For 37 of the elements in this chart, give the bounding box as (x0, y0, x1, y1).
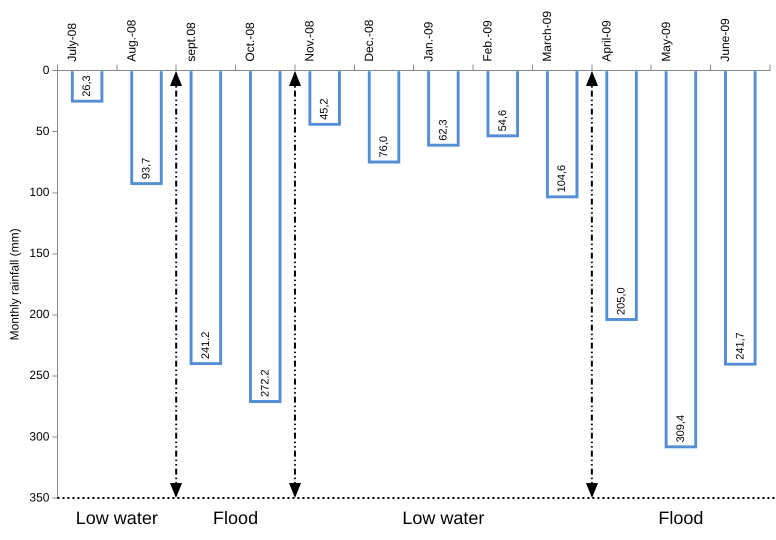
text: Low water (76, 508, 158, 528)
x-tick-label: sept.08 (184, 22, 198, 62)
x-tick-label: Jan.-09 (421, 21, 436, 62)
x-tick-label: Aug.-08 (124, 19, 138, 62)
data-label: 45,2 (318, 98, 331, 120)
data-label: 54,6 (496, 110, 509, 132)
text: Low water (402, 508, 484, 528)
y-tick-label: 0 (42, 62, 50, 77)
y-tick-label: 150 (29, 246, 50, 260)
y-tick-label: 100 (29, 185, 50, 200)
data-label: 241.2 (200, 332, 212, 360)
data-label: 26,3 (81, 75, 94, 97)
y-tick-label: 250 (29, 368, 50, 382)
y-tick-label: 300 (29, 429, 50, 444)
y-tick-label: 50 (36, 124, 50, 138)
y-tick-label: 350 (29, 490, 50, 504)
data-label: 93,7 (140, 158, 153, 180)
x-tick-label: July-08 (65, 22, 80, 62)
data-label: 62,3 (437, 119, 450, 141)
x-tick-label: May-09 (658, 21, 673, 62)
data-label: 309,4 (674, 414, 687, 442)
y-axis-title: Monthly rainfall (mm) (8, 228, 22, 340)
x-tick-label: Nov.-08 (302, 20, 317, 62)
data-label: 104,6 (556, 164, 568, 192)
data-label: 272.2 (259, 369, 272, 398)
x-tick-label: Dec.-08 (362, 19, 376, 62)
x-tick-label: April-09 (599, 20, 614, 62)
y-tick-label: 200 (29, 307, 50, 322)
x-tick-label: March-09 (540, 10, 554, 62)
x-tick-label: Oct.-08 (243, 22, 258, 62)
x-tick-label: Feb.-09 (480, 20, 495, 62)
data-label: 241,7 (734, 332, 746, 360)
text: Flood (213, 508, 258, 528)
data-label: 205,0 (616, 287, 628, 315)
data-label: 76,0 (378, 136, 390, 158)
text: Flood (658, 508, 704, 528)
x-tick-label: June-09 (718, 18, 732, 62)
